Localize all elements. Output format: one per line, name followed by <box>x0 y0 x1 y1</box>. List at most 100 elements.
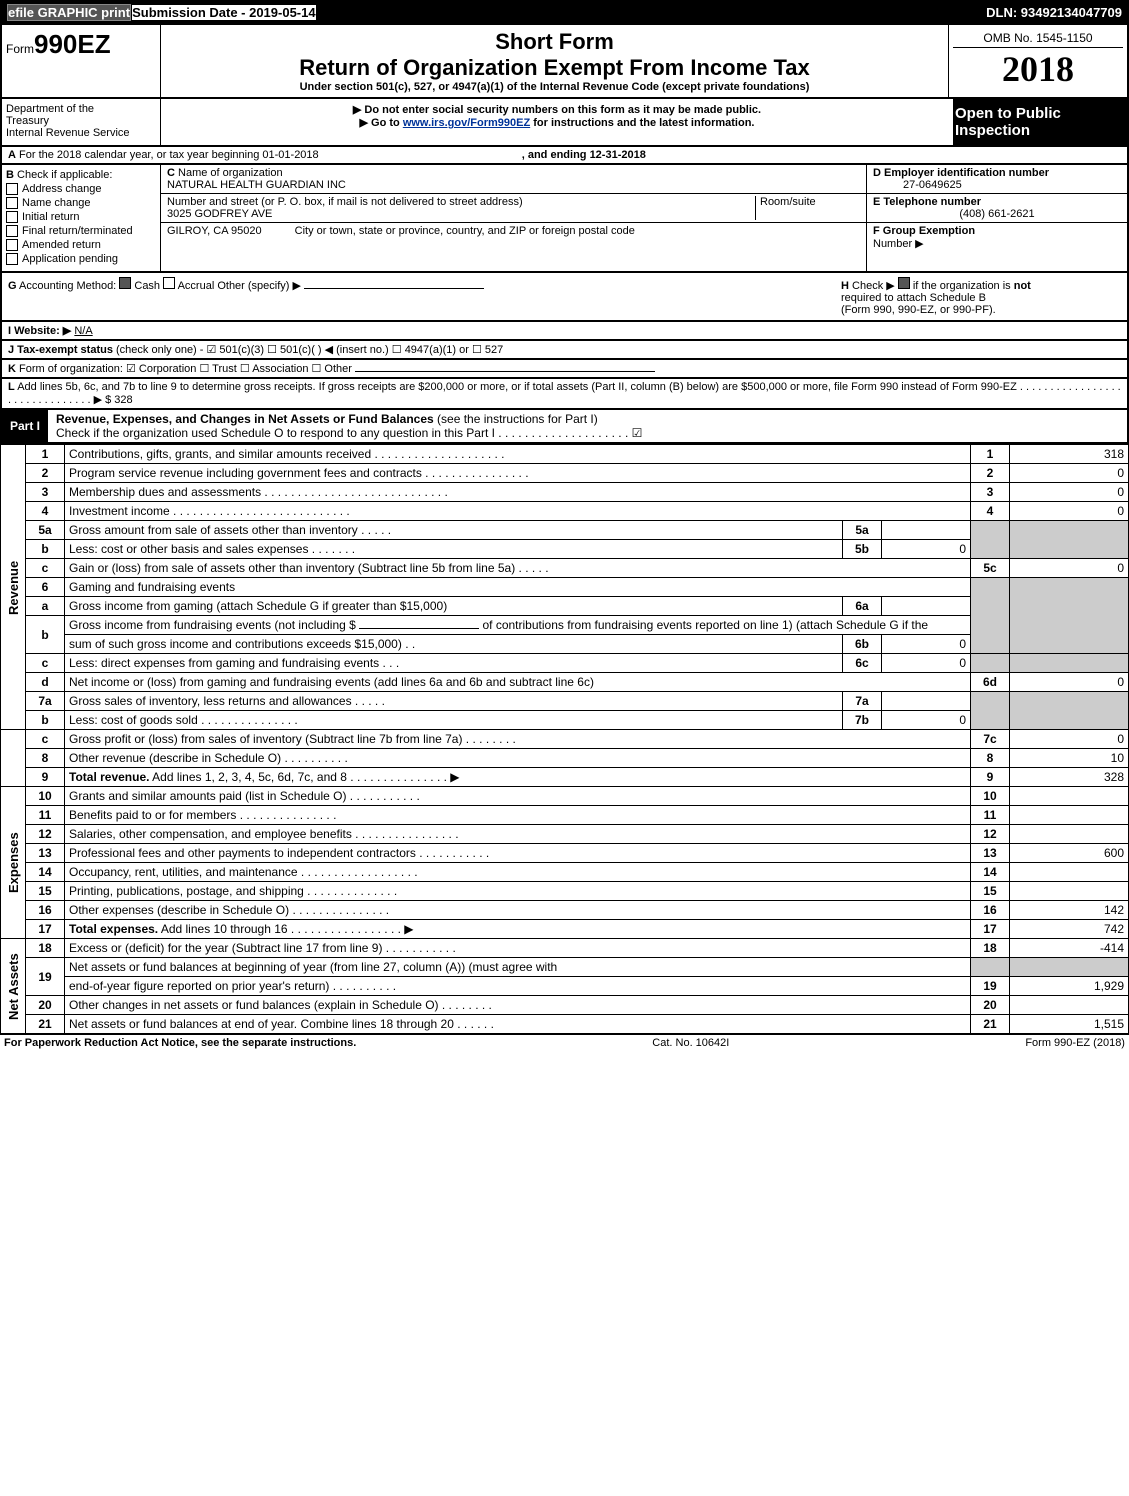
line-21-box: 21 <box>971 1015 1010 1034</box>
website-label: I Website: ▶ <box>8 325 71 337</box>
omb-number: OMB No. 1545-1150 <box>953 29 1123 48</box>
part1-table: Revenue 1 Contributions, gifts, grants, … <box>0 444 1129 1034</box>
department-row: Department of the Treasury Internal Reve… <box>0 99 1129 147</box>
line-6-desc: Gaming and fundraising events <box>65 578 971 597</box>
line-6c-desc: Less: direct expenses from gaming and fu… <box>65 654 843 673</box>
telephone-value: (408) 661-2621 <box>873 208 1121 220</box>
section-b-label: B <box>6 169 14 181</box>
final-return-checkbox[interactable] <box>6 225 18 237</box>
group-exemption-label: F Group Exemption <box>873 225 975 237</box>
dept-line1: Department of the <box>6 103 94 115</box>
shaded-6v <box>1010 578 1129 654</box>
h-checkbox[interactable] <box>898 277 910 289</box>
shaded-6cv <box>1010 654 1129 673</box>
row-h: H Check ▶ if the organization is not req… <box>841 277 1121 316</box>
website-value: N/A <box>74 325 92 337</box>
revenue-vlabel: Revenue <box>1 445 26 730</box>
application-pending-checkbox[interactable] <box>6 253 18 265</box>
line-16-desc: Other expenses (describe in Schedule O) … <box>65 901 971 920</box>
line-19-num: 19 <box>26 958 65 996</box>
name-change-label: Name change <box>22 197 91 209</box>
other-org-input[interactable] <box>355 371 655 372</box>
line-9-bold: Total revenue. <box>69 770 149 784</box>
arrow2-post: for instructions and the latest informat… <box>530 117 754 129</box>
line-10-desc: Grants and similar amounts paid (list in… <box>65 787 971 806</box>
line-6c-sub: 6c <box>843 654 882 673</box>
line-8-box: 8 <box>971 749 1010 768</box>
tax-exempt-label: J Tax-exempt status <box>8 344 113 356</box>
initial-return-checkbox[interactable] <box>6 211 18 223</box>
page-footer: For Paperwork Reduction Act Notice, see … <box>0 1034 1129 1051</box>
line-9-rest: Add lines 1, 2, 3, 4, 5c, 6d, 7c, and 8 … <box>149 770 459 784</box>
l-text: Add lines 5b, 6c, and 7b to line 9 to de… <box>8 381 1121 406</box>
line-11-box: 11 <box>971 806 1010 825</box>
line-20-num: 20 <box>26 996 65 1015</box>
open-public-1: Open to Public <box>955 105 1061 122</box>
address-change-checkbox[interactable] <box>6 183 18 195</box>
line-6c-num: c <box>26 654 65 673</box>
line-6c-subval: 0 <box>882 654 971 673</box>
line-4-desc: Investment income . . . . . . . . . . . … <box>65 502 971 521</box>
h-label: H <box>841 280 849 292</box>
accrual-label: Accrual <box>178 280 215 292</box>
line-4-num: 4 <box>26 502 65 521</box>
line-15-num: 15 <box>26 882 65 901</box>
expenses-vlabel: Expenses <box>1 787 26 939</box>
section-b-checkboxes: B Check if applicable: Address change Na… <box>2 165 161 271</box>
line-6b-text2: of contributions from fundraising events… <box>482 618 928 632</box>
cash-label: Cash <box>134 280 160 292</box>
section-def-block: D Employer identification number 27-0649… <box>866 165 1127 271</box>
line-8-desc: Other revenue (describe in Schedule O) .… <box>65 749 971 768</box>
section-a-text: For the 2018 calendar year, or tax year … <box>19 149 319 161</box>
line-21-num: 21 <box>26 1015 65 1034</box>
form-number: 990EZ <box>34 29 111 59</box>
fundraising-amount-input[interactable] <box>359 628 479 629</box>
name-change-checkbox[interactable] <box>6 197 18 209</box>
line-3-val: 0 <box>1010 483 1129 502</box>
line-11-val <box>1010 806 1129 825</box>
line-6a-subval <box>882 597 971 616</box>
line-6b-text1: Gross income from fundraising events (no… <box>69 618 359 632</box>
line-5a-subval <box>882 521 971 540</box>
line-9-box: 9 <box>971 768 1010 787</box>
cash-checkbox[interactable] <box>119 277 131 289</box>
line-8-num: 8 <box>26 749 65 768</box>
line-5a-desc: Gross amount from sale of assets other t… <box>65 521 843 540</box>
line-6b-num: b <box>26 616 65 654</box>
line-7c-desc: Gross profit or (loss) from sales of inv… <box>65 730 971 749</box>
line-4-val: 0 <box>1010 502 1129 521</box>
efile-print-button[interactable]: efile GRAPHIC print <box>7 4 131 21</box>
arrow-line-2: ▶ Go to www.irs.gov/Form990EZ for instru… <box>165 116 949 129</box>
revenue-vlabel-cont <box>1 730 26 787</box>
other-specify-label: Other (specify) ▶ <box>217 280 301 292</box>
line-15-box: 15 <box>971 882 1010 901</box>
line-18-desc: Excess or (deficit) for the year (Subtra… <box>65 939 971 958</box>
amended-return-checkbox[interactable] <box>6 239 18 251</box>
line-6a-num: a <box>26 597 65 616</box>
line-7b-sub: 7b <box>843 711 882 730</box>
section-a-ending: , and ending 12-31-2018 <box>522 149 646 161</box>
line-6d-box: 6d <box>971 673 1010 692</box>
other-specify-input[interactable] <box>304 288 484 289</box>
org-name: NATURAL HEALTH GUARDIAN INC <box>167 179 346 191</box>
shaded-6 <box>971 578 1010 654</box>
line-19-val: 1,929 <box>1010 977 1129 996</box>
line-20-desc: Other changes in net assets or fund bala… <box>65 996 971 1015</box>
check-if-label: Check if applicable: <box>17 169 112 181</box>
line-6b-sub: 6b <box>843 635 882 654</box>
org-name-label: Name of organization <box>178 167 283 179</box>
telephone-label: E Telephone number <box>873 196 981 208</box>
form-title-block: Short Form Return of Organization Exempt… <box>161 25 948 97</box>
line-17-rest: Add lines 10 through 16 . . . . . . . . … <box>158 922 413 936</box>
irs-link[interactable]: www.irs.gov/Form990EZ <box>403 117 530 129</box>
paperwork-notice: For Paperwork Reduction Act Notice, see … <box>4 1037 356 1049</box>
section-a-label: A <box>8 149 16 161</box>
accrual-checkbox[interactable] <box>163 277 175 289</box>
section-a-row: A For the 2018 calendar year, or tax yea… <box>0 147 1129 165</box>
part1-label: Part I <box>2 417 48 435</box>
line-7b-desc: Less: cost of goods sold . . . . . . . .… <box>65 711 843 730</box>
line-12-box: 12 <box>971 825 1010 844</box>
line-6b-subval: 0 <box>882 635 971 654</box>
line-6a-desc: Gross income from gaming (attach Schedul… <box>65 597 843 616</box>
line-7c-box: 7c <box>971 730 1010 749</box>
